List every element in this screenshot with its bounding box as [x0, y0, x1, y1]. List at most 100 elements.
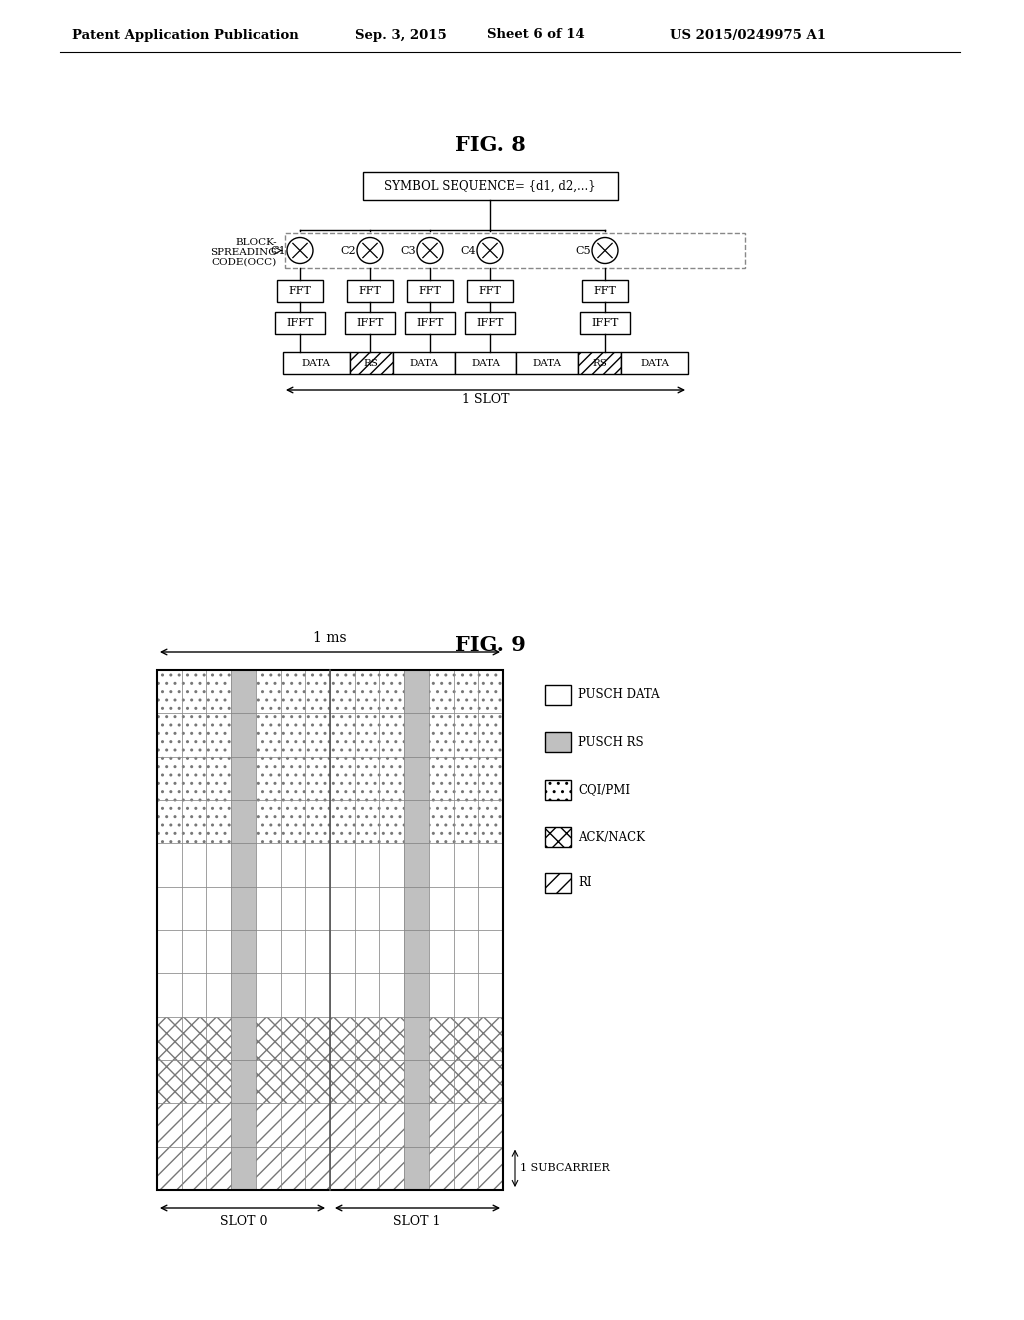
Bar — [380, 756, 404, 800]
Bar — [454, 843, 478, 887]
Bar — [330, 843, 354, 887]
Bar — [380, 973, 404, 1016]
Bar — [465, 312, 515, 334]
Bar — [330, 1147, 354, 1191]
Text: DATA: DATA — [532, 359, 562, 367]
Bar — [478, 931, 503, 973]
Bar — [380, 671, 404, 713]
Bar — [256, 756, 281, 800]
Bar — [404, 843, 429, 887]
Bar — [305, 756, 330, 800]
Bar — [157, 973, 181, 1016]
Bar — [157, 713, 181, 756]
Bar — [330, 800, 354, 843]
Bar — [256, 973, 281, 1016]
Text: CQI/PMI: CQI/PMI — [578, 784, 630, 796]
Bar — [181, 1147, 207, 1191]
Bar — [278, 280, 323, 302]
Text: BLOCK-: BLOCK- — [236, 238, 278, 247]
Bar — [478, 671, 503, 713]
Bar — [354, 756, 380, 800]
Bar — [231, 1016, 256, 1060]
Bar — [207, 973, 231, 1016]
Text: IFFT: IFFT — [287, 318, 313, 327]
Bar — [281, 843, 305, 887]
Bar — [429, 887, 454, 931]
Bar — [231, 843, 256, 887]
Bar — [305, 800, 330, 843]
Bar — [407, 280, 453, 302]
Bar — [429, 800, 454, 843]
Bar — [256, 887, 281, 931]
Text: IFFT: IFFT — [356, 318, 384, 327]
Bar — [478, 1060, 503, 1104]
Circle shape — [477, 238, 503, 264]
Bar — [478, 973, 503, 1016]
Bar — [380, 887, 404, 931]
Bar — [354, 1016, 380, 1060]
Bar — [207, 756, 231, 800]
Bar — [207, 713, 231, 756]
Bar — [157, 1060, 181, 1104]
Bar — [256, 671, 281, 713]
Bar — [305, 843, 330, 887]
Bar — [281, 1016, 305, 1060]
Text: FIG. 8: FIG. 8 — [455, 135, 525, 154]
Bar — [354, 1147, 380, 1191]
Bar — [181, 1104, 207, 1147]
Text: RS: RS — [593, 359, 607, 367]
Bar — [256, 1016, 281, 1060]
Bar — [622, 352, 688, 374]
Bar — [231, 713, 256, 756]
Bar — [429, 713, 454, 756]
Bar — [404, 756, 429, 800]
Bar — [181, 843, 207, 887]
Bar — [281, 931, 305, 973]
Bar — [256, 931, 281, 973]
Bar — [478, 1104, 503, 1147]
Bar — [305, 1147, 330, 1191]
Bar — [281, 1104, 305, 1147]
Bar — [207, 1104, 231, 1147]
Bar — [545, 873, 571, 894]
Bar — [305, 887, 330, 931]
Bar — [354, 800, 380, 843]
Bar — [207, 1060, 231, 1104]
Bar — [354, 1060, 380, 1104]
Bar — [330, 973, 354, 1016]
Bar — [281, 756, 305, 800]
Bar — [181, 1060, 207, 1104]
Bar — [330, 887, 354, 931]
Text: PUSCH RS: PUSCH RS — [578, 735, 644, 748]
Bar — [429, 1104, 454, 1147]
Bar — [256, 1147, 281, 1191]
Text: SPREADING: SPREADING — [210, 248, 278, 257]
Bar — [207, 887, 231, 931]
Bar — [454, 1104, 478, 1147]
Bar — [467, 280, 513, 302]
Bar — [380, 1060, 404, 1104]
Bar — [330, 1016, 354, 1060]
Bar — [454, 1016, 478, 1060]
Bar — [478, 1016, 503, 1060]
Bar — [181, 800, 207, 843]
Bar — [454, 1060, 478, 1104]
Bar — [305, 671, 330, 713]
Bar — [579, 352, 622, 374]
Bar — [281, 1060, 305, 1104]
Text: C3: C3 — [400, 246, 416, 256]
Bar — [354, 887, 380, 931]
Bar — [256, 1104, 281, 1147]
Bar — [478, 843, 503, 887]
Bar — [157, 931, 181, 973]
Text: FFT: FFT — [594, 286, 616, 296]
Text: SYMBOL SEQUENCE= {d1, d2,...}: SYMBOL SEQUENCE= {d1, d2,...} — [384, 180, 596, 193]
Bar — [350, 352, 392, 374]
Bar — [281, 671, 305, 713]
Text: IFFT: IFFT — [417, 318, 443, 327]
Bar — [454, 800, 478, 843]
Bar — [157, 1016, 181, 1060]
Bar — [181, 713, 207, 756]
Bar — [429, 1147, 454, 1191]
Bar — [181, 671, 207, 713]
